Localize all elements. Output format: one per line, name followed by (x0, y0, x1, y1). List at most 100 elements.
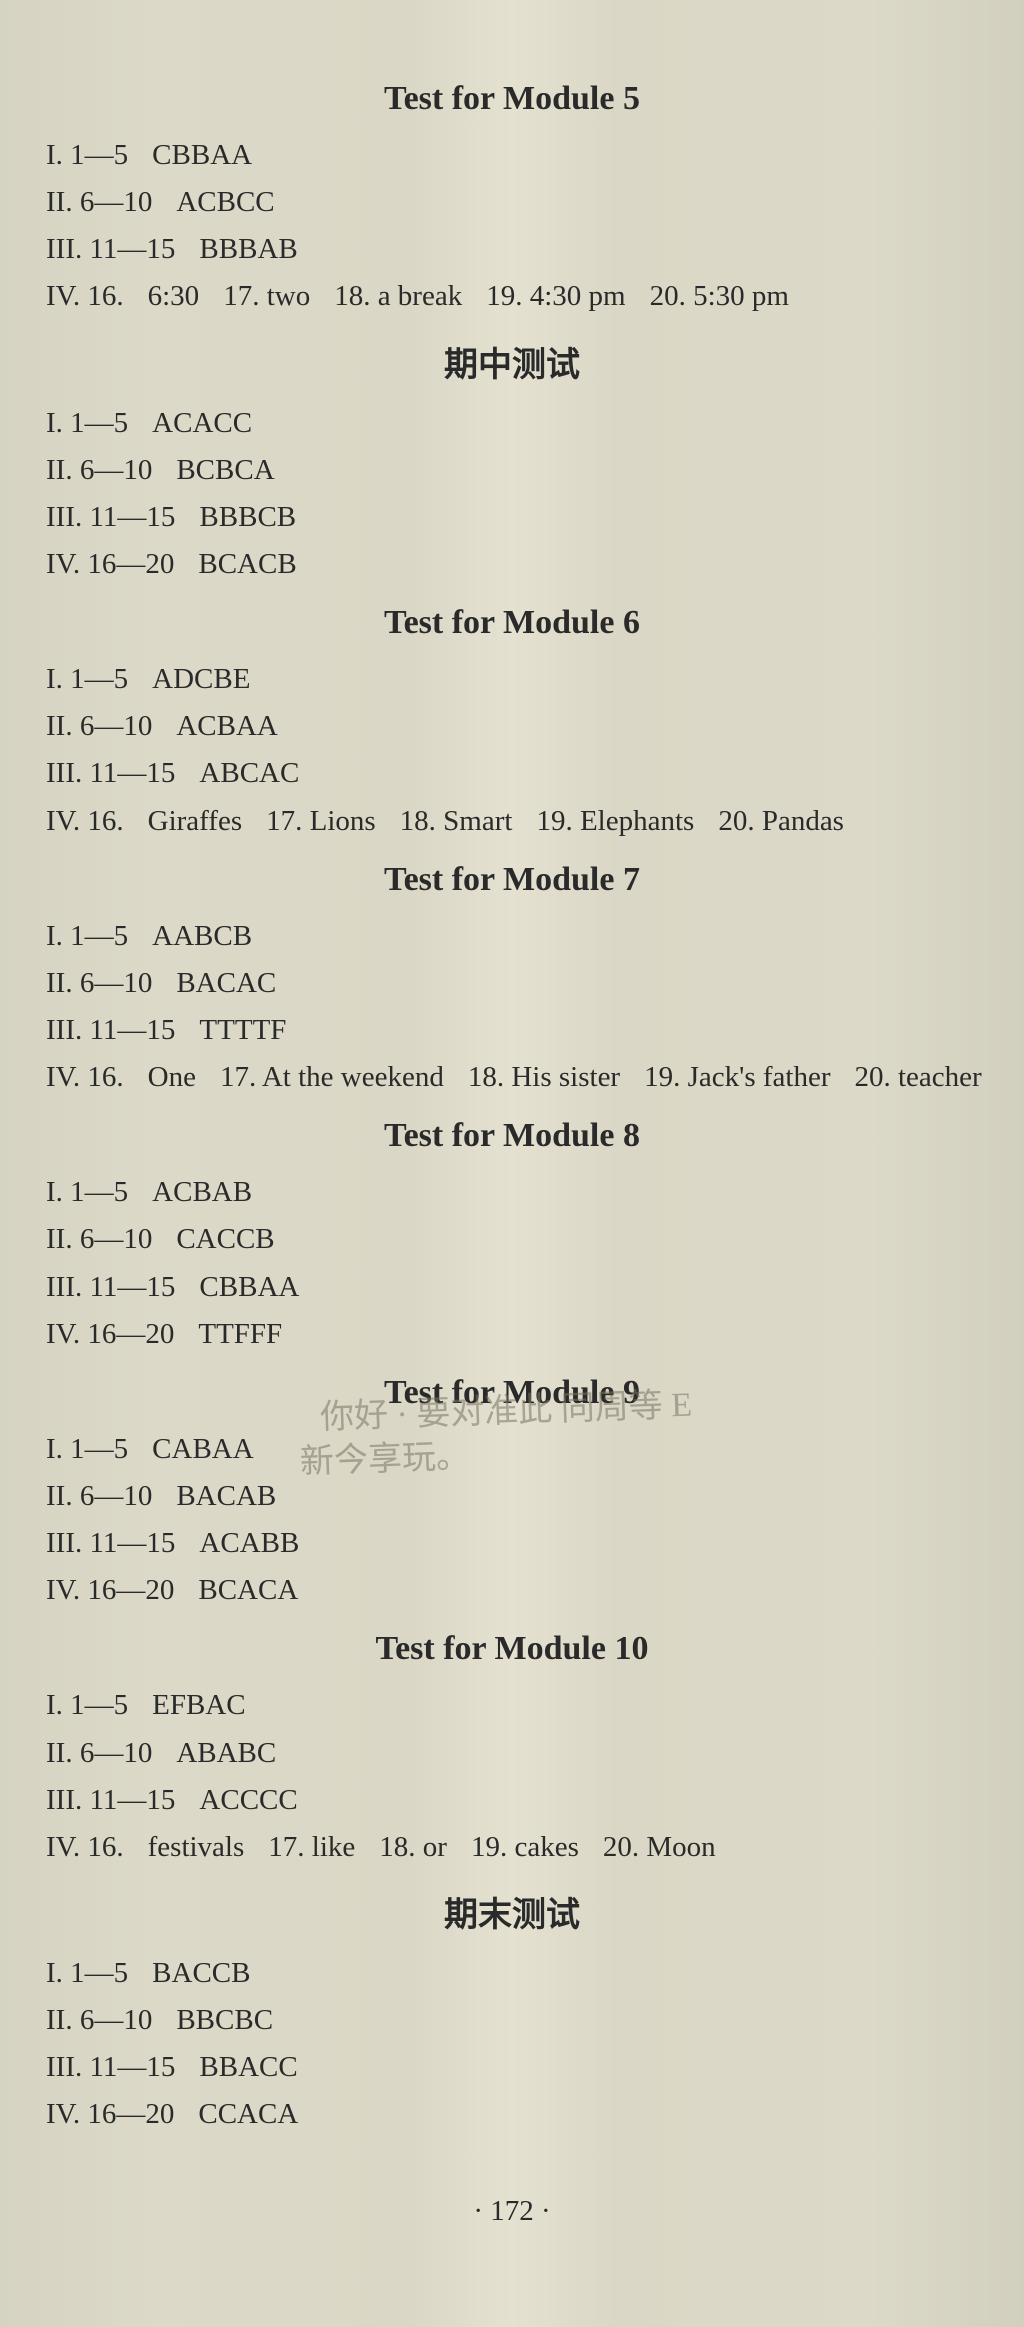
range-label: . 16. (73, 1061, 124, 1093)
range-label: . 1—5 (56, 1689, 129, 1721)
section-title: Test for Module 6 (40, 604, 984, 642)
answer-part: 19. cakes (471, 1831, 579, 1863)
section-title: Test for Module 9 (40, 1374, 984, 1412)
roman-prefix: III (46, 1527, 75, 1559)
answer-part: 18. or (379, 1831, 447, 1863)
range-label: . 16—20 (73, 2098, 175, 2130)
range-label: . 1—5 (56, 920, 129, 952)
answer-part: CACCB (176, 1223, 274, 1255)
range-label: . 16—20 (73, 1318, 175, 1350)
answer-line: II. 6—10CACCB (46, 1220, 984, 1259)
roman-prefix: II (46, 1737, 65, 1769)
roman-prefix: IV (46, 805, 73, 837)
range-label: . 6—10 (65, 454, 152, 486)
answer-part: Giraffes (148, 805, 242, 837)
answer-part: TTFFF (198, 1318, 282, 1350)
answer-part: CBBAA (199, 1271, 299, 1303)
answer-part: 19. Elephants (536, 805, 694, 837)
roman-prefix: I (46, 1176, 56, 1208)
answer-line: IV. 16.One17. At the weekend18. His sist… (46, 1058, 984, 1097)
answer-part: ADCBE (152, 663, 250, 695)
roman-prefix: III (46, 757, 75, 789)
answer-line: I. 1—5CABAA (46, 1430, 984, 1469)
answer-line: I. 1—5 ACBAB (46, 1173, 984, 1212)
answer-part: 20. teacher (855, 1061, 982, 1093)
answer-line: III. 11—15ABCAC (46, 754, 984, 793)
answer-line: II. 6—10BACAB (46, 1477, 984, 1516)
answer-part: 17. like (268, 1831, 355, 1863)
answer-line: II. 6—10ACBAA (46, 707, 984, 746)
range-label: . 6—10 (65, 710, 152, 742)
answer-part: CCACA (198, 2098, 298, 2130)
answer-line: II. 6—10BACAC (46, 964, 984, 1003)
roman-prefix: IV (46, 1574, 73, 1606)
answer-part: festivals (148, 1831, 245, 1863)
answer-part: BBBAB (199, 233, 297, 265)
answer-line: I. 1—5ADCBE (46, 660, 984, 699)
answer-line: III. 11—15ACCCC (46, 1781, 984, 1820)
range-label: . 6—10 (65, 967, 152, 999)
roman-prefix: I (46, 663, 56, 695)
range-label: . 1—5 (56, 407, 129, 439)
section-title: 期末测试 (40, 1887, 984, 1936)
answer-part: ABCAC (199, 757, 299, 789)
answer-line: IV. 16—20BCACB (46, 545, 984, 584)
answer-line: II. 6—10BCBCA (46, 451, 984, 490)
roman-prefix: II (46, 186, 65, 218)
range-label: . 11—15 (75, 1271, 175, 1303)
range-label: . 11—15 (75, 1784, 175, 1816)
answer-part: CBBAA (152, 139, 252, 171)
range-label: . 11—15 (75, 501, 175, 533)
answer-part: BBBCB (199, 501, 296, 533)
range-label: . 1—5 (56, 1957, 129, 1989)
range-label: . 11—15 (75, 1527, 175, 1559)
sections: Test for Module 5I. 1—5CBBAAII. 6—10ACBC… (40, 80, 984, 2135)
section-title: Test for Module 10 (40, 1630, 984, 1668)
answer-line: I. 1—5CBBAA (46, 136, 984, 175)
answer-line: I. 1—5BACCB (46, 1954, 984, 1993)
range-label: . 16—20 (73, 1574, 175, 1606)
range-label: . 1—5 (56, 1176, 129, 1208)
roman-prefix: II (46, 710, 65, 742)
answer-part: BCACA (198, 1574, 298, 1606)
answer-line: IV. 16.festivals17. like18. or19. cakes2… (46, 1828, 984, 1867)
section-title: 期中测试 (40, 337, 984, 386)
answer-part: ACBCC (176, 186, 274, 218)
page-number: · 172 · (40, 2195, 984, 2228)
answer-part: AABCB (152, 920, 252, 952)
range-label: . 6—10 (65, 2004, 152, 2036)
answer-part: One (148, 1061, 196, 1093)
range-label: . 6—10 (65, 1223, 152, 1255)
roman-prefix: IV (46, 1831, 73, 1863)
roman-prefix: III (46, 233, 75, 265)
answer-part: ACBAB (152, 1176, 252, 1208)
answer-part: TTTTF (199, 1014, 286, 1046)
roman-prefix: III (46, 1271, 75, 1303)
roman-prefix: IV (46, 1061, 73, 1093)
range-label: . 11—15 (75, 1014, 175, 1046)
roman-prefix: III (46, 1784, 75, 1816)
answer-line: III. 11—15BBACC (46, 2048, 984, 2087)
roman-prefix: I (46, 407, 56, 439)
section-title: Test for Module 7 (40, 861, 984, 899)
answer-line: IV. 16.Giraffes17. Lions18. Smart19. Ele… (46, 802, 984, 841)
roman-prefix: I (46, 920, 56, 952)
roman-prefix: II (46, 1480, 65, 1512)
range-label: . 16. (73, 805, 124, 837)
answer-line: III. 11—15TTTTF (46, 1011, 984, 1050)
answer-line: III. 11—15BBBCB (46, 498, 984, 537)
answer-part: BCBCA (176, 454, 274, 486)
roman-prefix: I (46, 1957, 56, 1989)
answer-part: BACAC (176, 967, 276, 999)
range-label: . 11—15 (75, 233, 175, 265)
answer-part: 19. Jack's father (644, 1061, 830, 1093)
roman-prefix: II (46, 2004, 65, 2036)
answer-part: 6:30 (148, 280, 200, 312)
range-label: . 16. (73, 280, 124, 312)
answer-part: 20. 5:30 pm (650, 280, 789, 312)
answer-part: 17. two (223, 280, 310, 312)
answer-line: I. 1—5EFBAC (46, 1686, 984, 1725)
answer-line: IV. 16—20TTFFF (46, 1315, 984, 1354)
answer-part: EFBAC (152, 1689, 245, 1721)
answer-part: 17. Lions (266, 805, 376, 837)
